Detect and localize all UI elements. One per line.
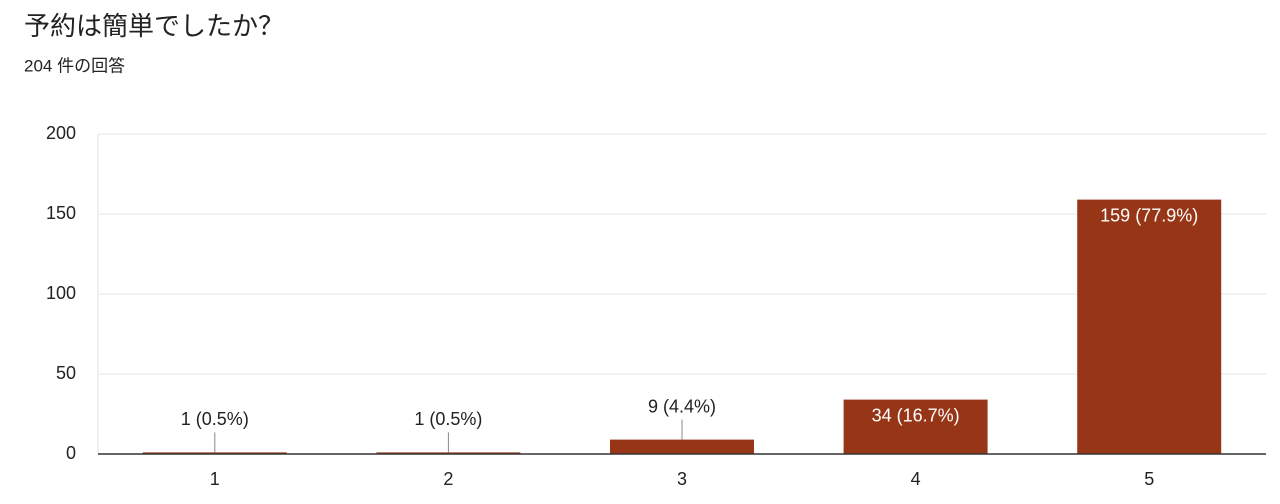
chart-title: 予約は簡単でしたか？ [24,11,284,41]
chart-subtitle: 204 件の回答 [24,56,125,75]
data-label: 9 (4.4%) [648,396,716,416]
x-tick-label: 5 [1144,469,1154,489]
data-label: 1 (0.5%) [414,409,482,429]
x-tick-label: 4 [911,469,921,489]
bar [376,452,521,454]
bar [610,439,754,454]
x-tick-label: 2 [443,469,453,489]
x-tick-label: 1 [210,469,220,489]
y-tick-label: 50 [56,363,76,383]
y-tick-label: 100 [46,283,76,303]
x-tick-label: 3 [677,469,687,489]
y-tick-label: 0 [66,443,76,463]
data-label: 159 (77.9%) [1100,205,1198,225]
data-label: 34 (16.7%) [872,405,960,425]
y-tick-label: 200 [46,123,76,143]
bar [142,452,287,454]
bar [1077,199,1222,454]
y-tick-label: 150 [46,203,76,223]
bar [843,399,988,454]
data-label: 1 (0.5%) [181,409,249,429]
